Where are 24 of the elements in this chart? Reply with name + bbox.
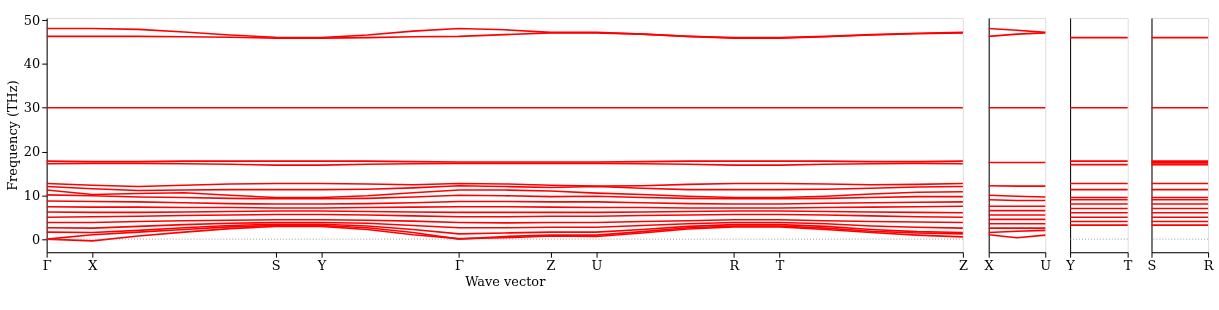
y-tick-label: 0 [32,231,41,247]
y-tick-label: 10 [23,187,41,203]
x-tick-label: X [88,257,99,273]
x-tick-label: Z [546,257,556,273]
x-axis-title: Wave vector [465,274,547,290]
x-tick-label: Y [316,257,327,273]
x-tick-label: U [591,257,603,273]
x-tick-label: Y [1065,257,1076,273]
y-tick-label: 20 [23,143,41,159]
x-tick-label: R [1203,257,1215,273]
x-tick-label: S [271,257,281,273]
x-tick-label: X [984,257,995,273]
y-tick-label: 30 [23,100,41,116]
x-tick-label: Γ [454,257,464,273]
x-tick-label: T [775,257,785,273]
x-tick-label: U [1040,257,1052,273]
x-tick-label: S [1147,257,1157,273]
y-axis-title: Frequency (THz) [4,80,20,191]
y-tick-label: 40 [23,56,41,72]
x-tick-label: T [1123,257,1133,273]
x-tick-label: Γ [42,257,52,273]
y-tick-label: 50 [23,12,41,28]
x-tick-label: R [729,257,741,273]
x-tick-label: Z [958,257,968,273]
